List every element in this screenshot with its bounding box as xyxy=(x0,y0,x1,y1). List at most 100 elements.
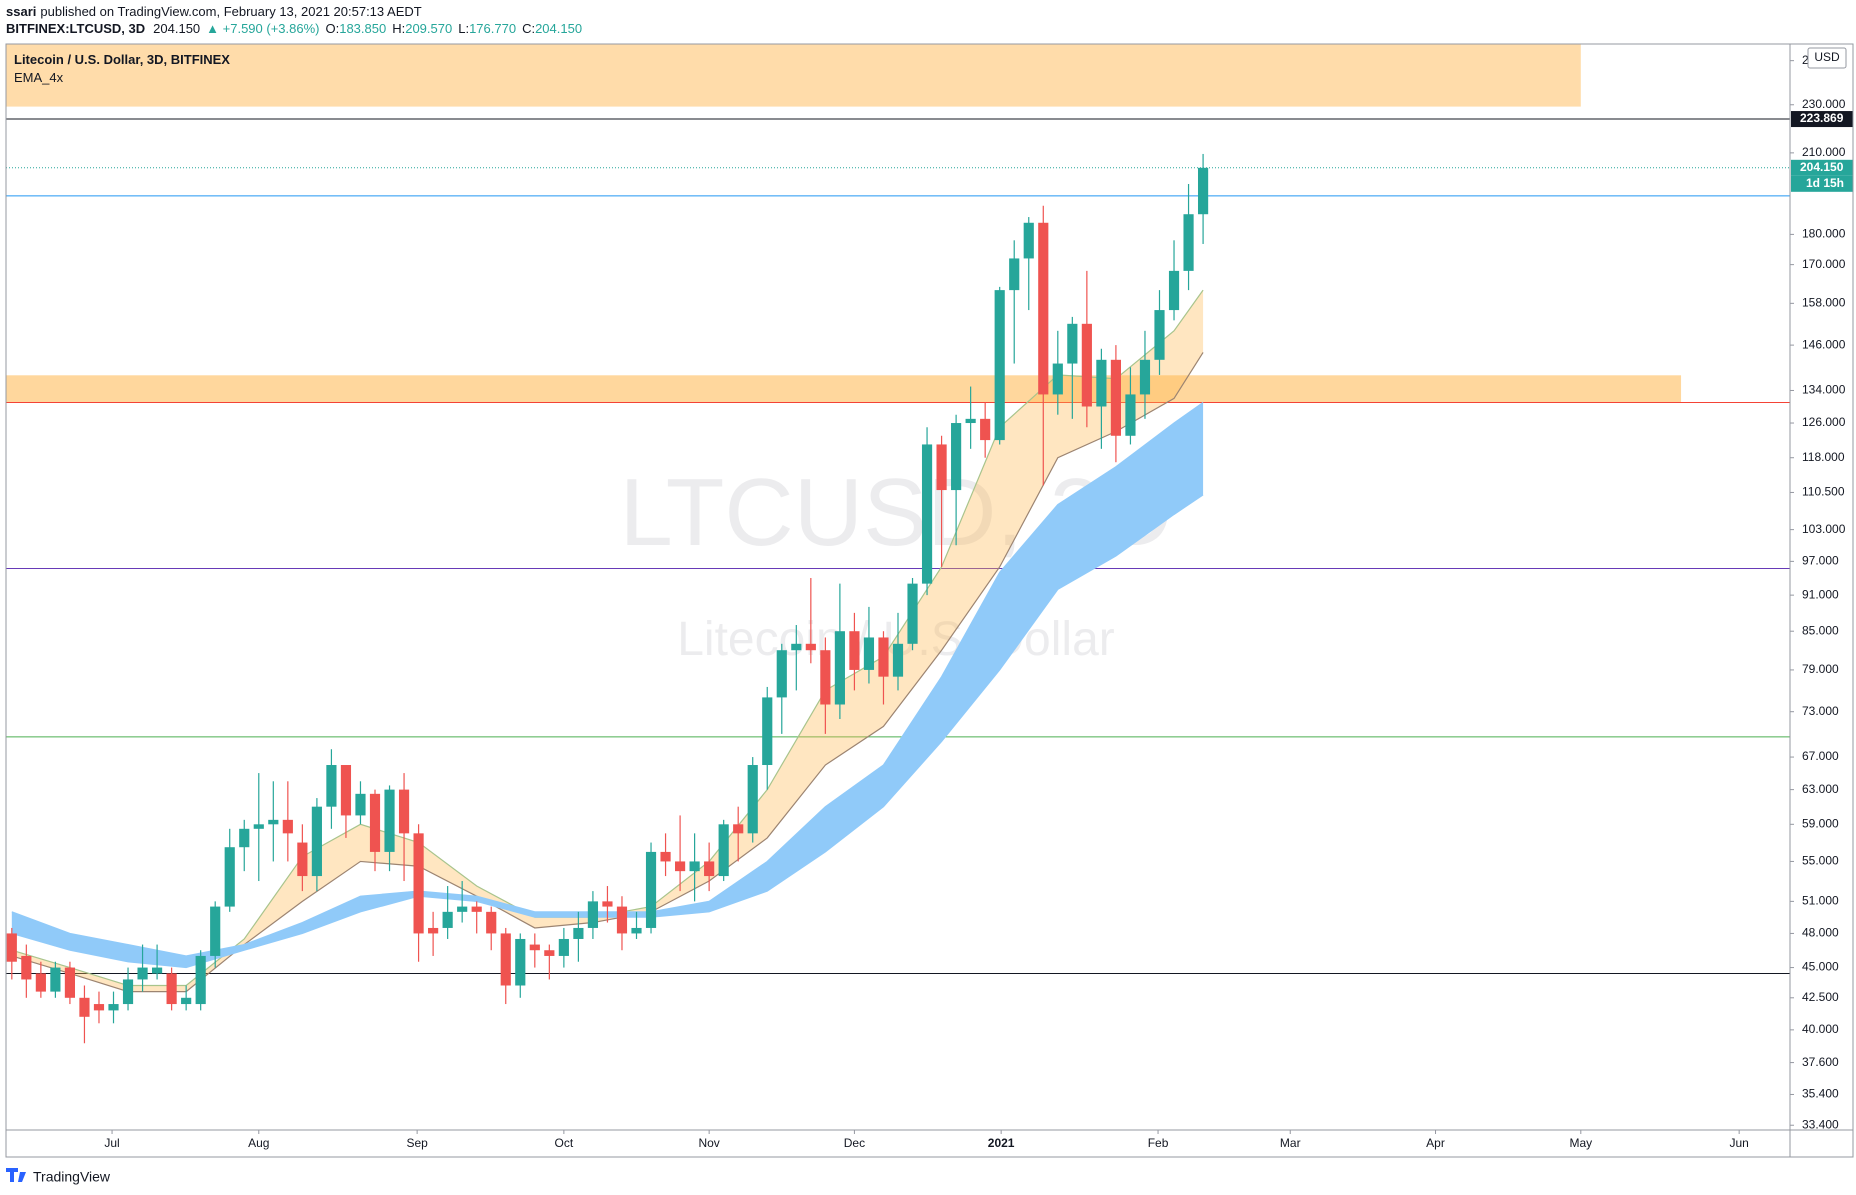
x-tick-label: Nov xyxy=(698,1136,719,1150)
ohlc-label: H: xyxy=(392,21,405,36)
candle-body xyxy=(1081,323,1092,407)
x-tick-label: Jun xyxy=(1729,1136,1748,1150)
y-tick-label: 63.000 xyxy=(1802,782,1839,796)
price-label: 223.869 xyxy=(1800,111,1844,125)
y-tick-label: 42.500 xyxy=(1802,990,1839,1004)
x-tick-label: May xyxy=(1569,1136,1592,1150)
candle-body xyxy=(442,911,453,928)
x-tick-label: Apr xyxy=(1426,1136,1445,1150)
candle-body xyxy=(239,828,250,848)
y-tick-label: 91.000 xyxy=(1802,587,1839,601)
candle-body xyxy=(93,1004,105,1011)
candle-body xyxy=(921,444,933,584)
legend-entry: EMA_4x xyxy=(14,70,64,85)
candle-body xyxy=(428,927,439,934)
candle-body xyxy=(805,643,816,651)
candle-body xyxy=(224,847,235,907)
candle-body xyxy=(137,967,148,980)
y-tick-label: 180.000 xyxy=(1802,227,1846,241)
y-tick-label: 51.000 xyxy=(1802,894,1839,908)
candle-body xyxy=(369,793,381,852)
candle-body xyxy=(675,861,686,872)
y-tick-label: 40.000 xyxy=(1802,1022,1839,1036)
footer: TradingView xyxy=(6,1168,111,1185)
ohlc-value: 209.570 xyxy=(405,21,452,36)
y-tick-label: 134.000 xyxy=(1802,383,1846,397)
user: ssari xyxy=(6,4,36,19)
band-fill xyxy=(11,402,1204,968)
candle-body xyxy=(340,765,352,816)
candle-body xyxy=(965,418,976,424)
y-tick-label: 103.000 xyxy=(1802,522,1846,536)
candle-body xyxy=(282,819,293,834)
candle-body xyxy=(108,1004,119,1011)
candle-body xyxy=(1125,394,1136,436)
countdown: 1d 15h xyxy=(1806,176,1844,190)
candle-body xyxy=(35,973,46,992)
candle-body xyxy=(762,697,773,766)
candle-body xyxy=(21,955,32,980)
logo xyxy=(6,1168,26,1182)
candle-body xyxy=(645,851,657,928)
candle-body xyxy=(166,973,177,1005)
candle-body xyxy=(50,967,61,992)
candle-body xyxy=(834,631,845,705)
legend: Litecoin / U.S. Dollar, 3D, BITFINEX EMA_… xyxy=(14,52,230,85)
change: ▲ +7.590 (+3.86%) xyxy=(206,21,319,36)
x-tick-label: Sep xyxy=(406,1136,428,1150)
candle-body xyxy=(195,955,206,1005)
candle-body xyxy=(1168,270,1180,311)
zone xyxy=(6,375,1682,403)
legend-entry: Litecoin / U.S. Dollar, 3D, BITFINEX xyxy=(14,52,230,67)
candle-body xyxy=(1096,359,1107,407)
candle-body xyxy=(384,789,395,852)
y-tick-label: 67.000 xyxy=(1802,749,1839,763)
candle-body xyxy=(733,824,744,834)
candle-body xyxy=(849,631,860,670)
candle-body xyxy=(253,824,264,829)
candle-body xyxy=(631,927,642,934)
x-tick-label: 2021 xyxy=(988,1136,1015,1150)
candle-body xyxy=(936,444,947,491)
candle-body xyxy=(1067,323,1078,364)
y-tick-label: 118.000 xyxy=(1802,450,1845,464)
levels xyxy=(6,118,1790,974)
ohlc-value: 204.150 xyxy=(535,21,582,36)
header-line: ssari published on TradingView.com, Febru… xyxy=(6,4,422,19)
candle-body xyxy=(297,842,308,877)
y-tick-label: 73.000 xyxy=(1802,704,1839,718)
candle-body xyxy=(515,938,526,986)
symbol: BITFINEX:LTCUSD, 3D xyxy=(6,21,145,36)
candle-body xyxy=(863,637,875,670)
price-label: 204.150 xyxy=(1800,160,1844,174)
candle-body xyxy=(1197,167,1209,215)
candle-body xyxy=(355,793,366,816)
candle-body xyxy=(1009,258,1020,291)
candle-body xyxy=(602,901,613,907)
y-tick-label: 79.000 xyxy=(1802,662,1839,676)
candle-body xyxy=(471,906,482,912)
y-tick-label: 97.000 xyxy=(1802,554,1839,568)
y-tick-label: 55.000 xyxy=(1802,854,1839,868)
candle-body xyxy=(500,933,511,986)
candles xyxy=(6,153,1209,1044)
candle-body xyxy=(122,979,134,1005)
zone xyxy=(6,44,1581,107)
y-tick-label: 110.500 xyxy=(1802,485,1845,499)
candle-body xyxy=(210,906,221,956)
candle-body xyxy=(791,643,802,651)
candle-body xyxy=(326,765,337,807)
ohlc-label: L: xyxy=(458,21,469,36)
x-tick-label: Oct xyxy=(555,1136,574,1150)
x-tick-label: Mar xyxy=(1280,1136,1301,1150)
currency-box xyxy=(1807,47,1847,69)
ohlc-label: O: xyxy=(325,21,339,36)
y-tick-label: 85.000 xyxy=(1802,623,1839,637)
y-tick-label: 170.000 xyxy=(1802,257,1846,271)
y-tick-label: 37.600 xyxy=(1802,1055,1839,1069)
candle-body xyxy=(994,290,1005,441)
candle-body xyxy=(457,906,468,912)
candle-body xyxy=(529,944,540,951)
